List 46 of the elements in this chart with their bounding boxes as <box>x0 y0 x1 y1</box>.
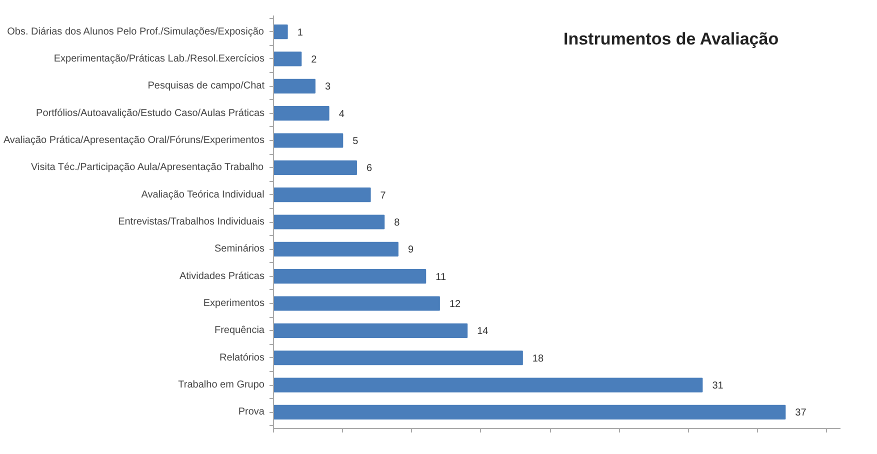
bar <box>274 404 786 420</box>
data-label: 2 <box>311 54 318 66</box>
text: Instrumentos de Avaliação <box>564 30 779 48</box>
bar <box>274 214 385 230</box>
bar <box>274 106 330 121</box>
data-label: 12 <box>449 299 462 310</box>
bar <box>274 269 426 284</box>
bar <box>274 242 398 256</box>
y-tick-label: Portfólios/Autoavalição/Estudo Caso/Aulas Práticas <box>36 108 264 119</box>
bar <box>274 24 288 40</box>
bar <box>274 188 371 202</box>
y-tick-label: Seminários <box>214 244 265 255</box>
data-label: 6 <box>366 163 372 174</box>
bar <box>274 133 344 148</box>
data-label: 9 <box>408 244 414 256</box>
data-label: 8 <box>394 218 400 228</box>
data-label: 14 <box>477 326 489 338</box>
bar <box>274 378 703 392</box>
y-tick-label: Entrevistas/Trabalhos Individuais <box>118 216 265 228</box>
y-tick-label: Experimentação/Práticas Lab./Resol.Exercícios <box>54 53 265 64</box>
bar <box>274 323 468 338</box>
y-tick-label: Avaliação Prática/Apresentação Oral/Fóruns/Experimentos <box>3 134 265 146</box>
y-tick-label: Atividades Práticas <box>179 270 265 282</box>
data-label: 3 <box>324 82 331 93</box>
y-tick-label: Frequência <box>214 325 265 336</box>
data-label: 11 <box>436 272 446 283</box>
y-tick-label: Obs. Diárias dos Alunos Pelo Prof./Simulações/Exposição <box>7 26 264 38</box>
y-tick-label: Trabalho em Grupo <box>178 380 265 391</box>
y-tick-label: Pesquisas de campo/Chat <box>148 80 265 92</box>
data-label: 4 <box>338 108 345 120</box>
data-label: 5 <box>352 136 359 147</box>
data-label: 37 <box>795 408 807 419</box>
bar <box>274 52 302 66</box>
data-label: 1 <box>297 27 304 38</box>
bar <box>274 296 440 311</box>
y-tick-label: Visita Téc./Participação Aula/Apresentação Trabalho <box>31 162 264 174</box>
data-label: 18 <box>532 353 544 364</box>
data-label: 7 <box>380 190 386 202</box>
bar <box>274 350 523 366</box>
y-tick-label: Prova <box>238 406 265 418</box>
data-label: 31 <box>712 380 724 392</box>
y-tick-label: Avaliação Teórica Individual <box>141 189 264 200</box>
bar <box>274 160 357 175</box>
y-tick-label: Relatórios <box>219 352 265 364</box>
bar <box>274 78 316 94</box>
y-tick-label: Experimentos <box>203 298 265 310</box>
